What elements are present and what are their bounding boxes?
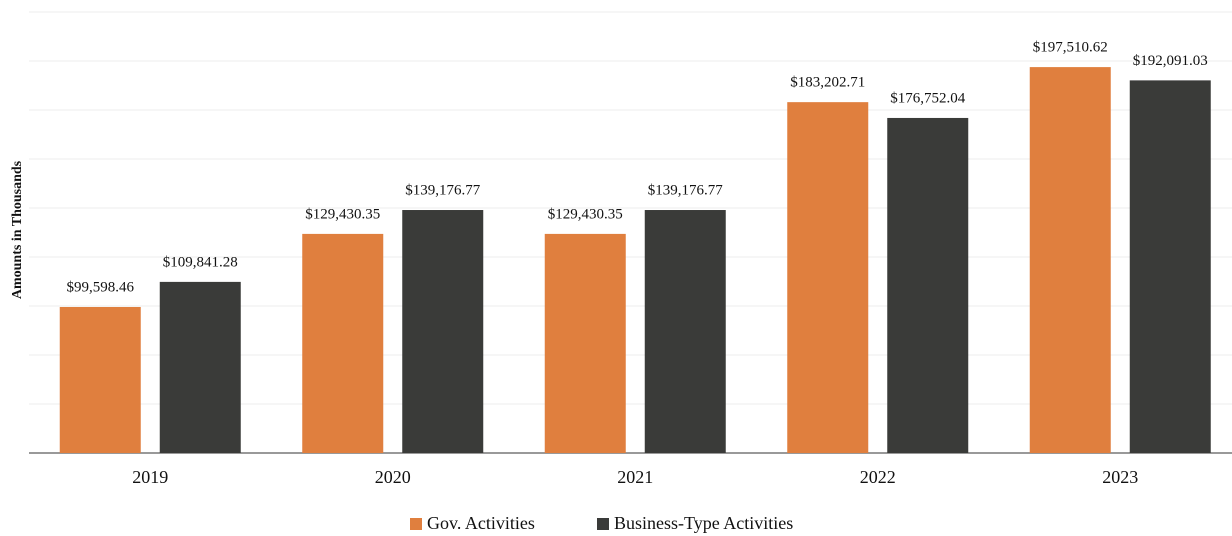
bar [887,117,969,453]
y-axis-label: Amounts in Thousands [10,160,25,299]
bar [159,281,241,453]
legend-swatch [410,518,422,530]
value-label: $139,176.77 [648,182,724,198]
value-label: $99,598.46 [67,279,135,295]
bar [1029,67,1111,453]
bar [544,233,626,453]
bar [302,233,384,453]
value-label: $176,752.04 [890,90,966,106]
value-label: $197,510.62 [1033,40,1108,56]
x-tick-label: 2023 [1102,467,1138,487]
value-label: $139,176.77 [405,182,481,198]
value-label: $129,430.35 [305,206,380,222]
value-label: $109,841.28 [163,254,238,270]
bar [644,210,726,453]
x-tick-label: 2022 [860,467,896,487]
x-tick-label: 2021 [617,467,653,487]
bar [402,210,484,453]
value-label: $183,202.71 [790,75,865,91]
legend-label: Business-Type Activities [614,513,793,533]
x-tick-label: 2020 [375,467,411,487]
legend-label: Gov. Activities [427,513,535,533]
legend-swatch [597,518,609,530]
value-label: $192,091.03 [1133,53,1208,69]
x-tick-label: 2019 [132,467,168,487]
bar [59,306,141,453]
value-label: $129,430.35 [548,206,623,222]
bar [1129,80,1211,453]
bar [787,102,869,454]
